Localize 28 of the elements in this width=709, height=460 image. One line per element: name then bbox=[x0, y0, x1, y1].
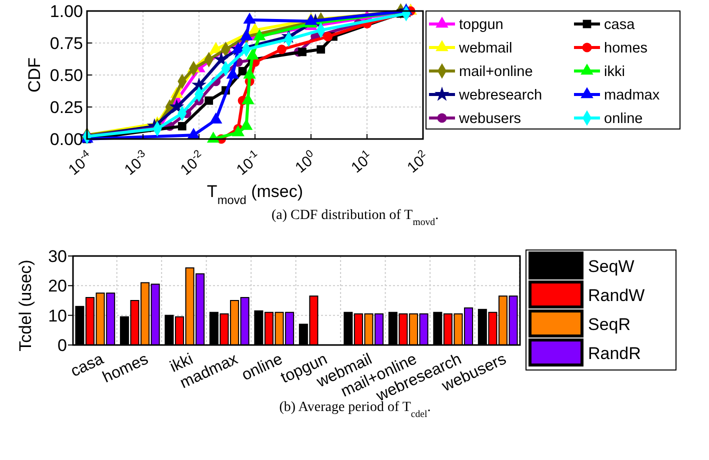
y-tick-label: 1.00 bbox=[50, 2, 83, 21]
y-tick-label: 20 bbox=[48, 276, 67, 296]
legend-label: online bbox=[604, 111, 643, 128]
y-axis-title: Tcdel (usec) bbox=[16, 260, 35, 352]
y-tick-label: 0 bbox=[58, 336, 67, 355]
legend-label: SeqR bbox=[588, 314, 631, 334]
y-axis-title: CDF bbox=[25, 58, 44, 92]
legend-label: webmail bbox=[458, 40, 512, 57]
y-tick-label: 0.25 bbox=[50, 98, 83, 117]
text: (b) Average period of T$_{cdel}$. bbox=[279, 400, 431, 420]
legend-label: RandW bbox=[588, 286, 645, 305]
legend-label: webresearch bbox=[458, 88, 542, 104]
legend-label: madmax bbox=[604, 88, 660, 104]
legend-label: mail+online bbox=[459, 64, 533, 80]
y-tick-label: 0.00 bbox=[50, 130, 83, 149]
y-tick-label: 0.50 bbox=[50, 66, 83, 85]
legend-label: casa bbox=[604, 17, 636, 34]
legend-label: RandR bbox=[588, 344, 641, 363]
legend-label: topgun bbox=[459, 17, 504, 34]
legend-label: ikki bbox=[604, 64, 625, 80]
x-axis-title: T$_{movd}$ (msec) bbox=[206, 182, 304, 207]
legend-label: homes bbox=[604, 40, 648, 57]
legend-label: SeqW bbox=[588, 256, 634, 276]
y-tick-label: 10 bbox=[48, 306, 67, 326]
legend-label: webusers bbox=[458, 111, 522, 128]
text: (a) CDF distribution of T$_{movd}$. bbox=[271, 208, 439, 228]
y-tick-label: 30 bbox=[48, 246, 67, 266]
y-tick-label: 0.75 bbox=[50, 34, 83, 53]
